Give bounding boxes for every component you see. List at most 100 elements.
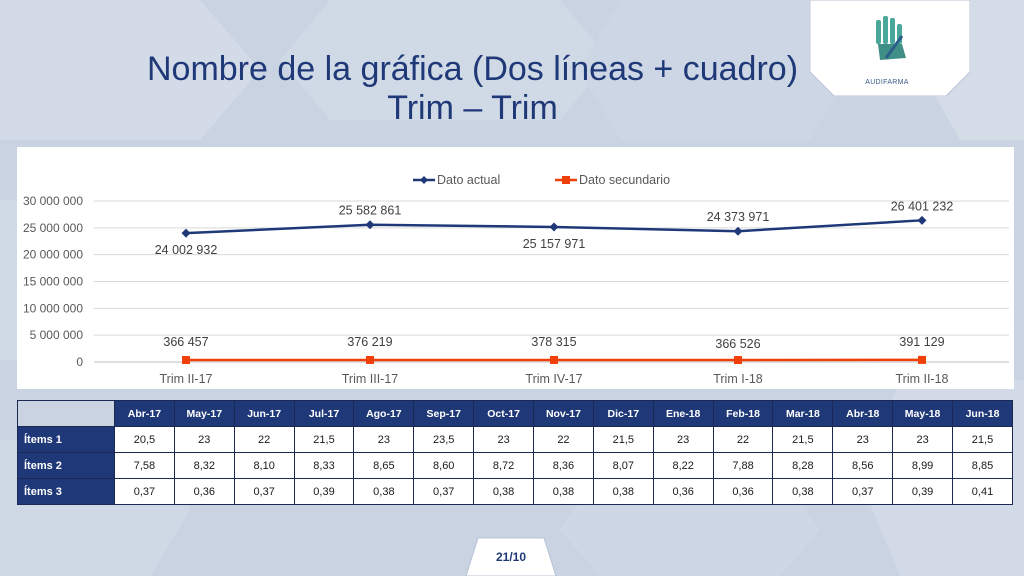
- table-cell: 8,72: [473, 452, 535, 479]
- table-cell: 8,07: [592, 452, 654, 479]
- table-cell: 0,39: [892, 478, 954, 505]
- table-column-header: May-18: [892, 400, 954, 427]
- table-row-header: Ítems 1: [17, 426, 115, 453]
- table-column-header: Nov-17: [533, 400, 594, 427]
- table-column-header: Jun-18: [952, 400, 1013, 427]
- table-cell: 0,38: [772, 478, 834, 505]
- y-tick-label: 30 000 000: [23, 194, 83, 208]
- table-cell: 0,36: [712, 478, 774, 505]
- table-row-header: Ítems 2: [17, 452, 115, 479]
- data-point: [733, 226, 743, 236]
- x-tick-label: Trim I-18: [713, 372, 763, 386]
- table-body: Ítems 1 20,5 23 22 21,5 23 23,5 23 22 21,5 23 22 21,…: [17, 426, 1013, 505]
- table-cell: 0,37: [413, 478, 475, 505]
- table-cell: 23,5: [413, 426, 475, 453]
- table-column-header: Oct-17: [473, 400, 535, 427]
- legend-marker: [420, 176, 428, 184]
- data-label: 25 582 861: [339, 204, 402, 218]
- data-label: 376 219: [347, 335, 392, 349]
- data-label: 378 315: [531, 335, 576, 349]
- table-cell: 22: [712, 426, 774, 453]
- table-cell: 8,28: [772, 452, 834, 479]
- table-header-row: Abr-17 May-17 Jun-17 Jul-17 Ago-17 Sep-17 Oct-…: [17, 400, 1013, 427]
- table-cell: 8,36: [533, 452, 594, 479]
- table-cell: 8,10: [233, 452, 295, 479]
- logo-text: AUDIFARMA: [865, 79, 909, 86]
- table-row-header: Ítems 3: [17, 478, 115, 505]
- table-cell: 23: [652, 426, 714, 453]
- data-point: [917, 215, 927, 225]
- table-cell: 0,37: [114, 478, 175, 505]
- table-cell: 8,33: [293, 452, 355, 479]
- y-tick-label: 10 000 000: [23, 301, 83, 315]
- table-cell: 23: [473, 426, 535, 453]
- data-label: 366 457: [163, 335, 208, 349]
- data-point: [366, 355, 374, 364]
- footer-tab: [465, 537, 557, 576]
- table-cell: 8,22: [652, 452, 714, 479]
- table-corner: [17, 400, 115, 427]
- chart-panel: 0 5 000 000 10 000 000 15 000 000 20 000 000…: [17, 147, 1014, 389]
- table-column-header: Dic-17: [592, 400, 654, 427]
- data-point: [182, 356, 190, 365]
- table-cell: 0,38: [353, 478, 415, 505]
- y-tick-label: 20 000 000: [23, 248, 83, 262]
- table-column-header: Ene-18: [652, 400, 714, 427]
- audifarma-logo-icon: [876, 16, 906, 60]
- y-tick-label: 15 000 000: [23, 275, 83, 289]
- table-cell: 8,32: [173, 452, 235, 479]
- table-cell: 8,85: [952, 452, 1013, 479]
- table-cell: 0,38: [473, 478, 535, 505]
- table-cell: 23: [353, 426, 415, 453]
- table-cell: 8,65: [353, 452, 415, 479]
- table-cell: 21,5: [592, 426, 654, 453]
- table-cell: 7,88: [712, 452, 774, 479]
- slide-subtitle: Trim – Trim: [387, 89, 558, 127]
- data-point: [181, 228, 191, 238]
- legend-label: Dato secundario: [579, 173, 670, 187]
- x-tick-label: Trim II-17: [159, 372, 212, 386]
- table-cell: 0,38: [592, 478, 654, 505]
- page-number: 21/10: [495, 550, 527, 564]
- table-row: Ítems 1 20,5 23 22 21,5 23 23,5 23 22 21,5 23 22 21,…: [17, 426, 1013, 453]
- table-cell: 21,5: [772, 426, 834, 453]
- table-column-header: Feb-18: [712, 400, 774, 427]
- table-column-header: May-17: [173, 400, 235, 427]
- table-cell: 23: [832, 426, 894, 453]
- legend-label: Dato actual: [437, 173, 500, 187]
- table-cell: 0,37: [233, 478, 295, 505]
- data-point: [918, 355, 926, 364]
- x-tick-label: Trim IV-17: [525, 372, 582, 386]
- table-cell: 21,5: [952, 426, 1013, 453]
- table-cell: 22: [533, 426, 594, 453]
- data-label: 24 002 932: [155, 243, 218, 257]
- table-cell: 8,60: [413, 452, 475, 479]
- data-point: [549, 222, 559, 232]
- table-column-header: Abr-17: [114, 400, 175, 427]
- line-chart: 0 5 000 000 10 000 000 15 000 000 20 000 000…: [23, 173, 1009, 386]
- table-column-header: Sep-17: [413, 400, 475, 427]
- data-label: 24 373 971: [707, 210, 770, 224]
- table-cell: 20,5: [114, 426, 175, 453]
- table-cell: 22: [233, 426, 295, 453]
- table-cell: 0,39: [293, 478, 355, 505]
- data-label: 366 526: [715, 337, 760, 351]
- table-cell: 23: [892, 426, 954, 453]
- table-cell: 0,36: [652, 478, 714, 505]
- y-tick-label: 0: [76, 355, 83, 369]
- x-tick-label: Trim III-17: [342, 372, 399, 386]
- table-cell: 23: [173, 426, 235, 453]
- y-tick-label: 25 000 000: [23, 221, 83, 235]
- y-tick-label: 5 000 000: [30, 328, 84, 342]
- data-point: [550, 355, 558, 364]
- table-cell: 0,36: [173, 478, 235, 505]
- data-label: 26 401 232: [891, 199, 954, 213]
- table-row: Ítems 2 7,58 8,32 8,10 8,33 8,65 8,60 8,72 8,36 8…: [17, 452, 1013, 479]
- table-cell: 8,56: [832, 452, 894, 479]
- table-column-header: Mar-18: [772, 400, 834, 427]
- logo-tab: [810, 0, 970, 96]
- table-cell: 21,5: [293, 426, 355, 453]
- table-row: Ítems 3 0,37 0,36 0,37 0,39 0,38 0,37 0,38 0,38 0…: [17, 478, 1013, 505]
- table-cell: 0,37: [832, 478, 894, 505]
- data-label: 391 129: [899, 335, 944, 349]
